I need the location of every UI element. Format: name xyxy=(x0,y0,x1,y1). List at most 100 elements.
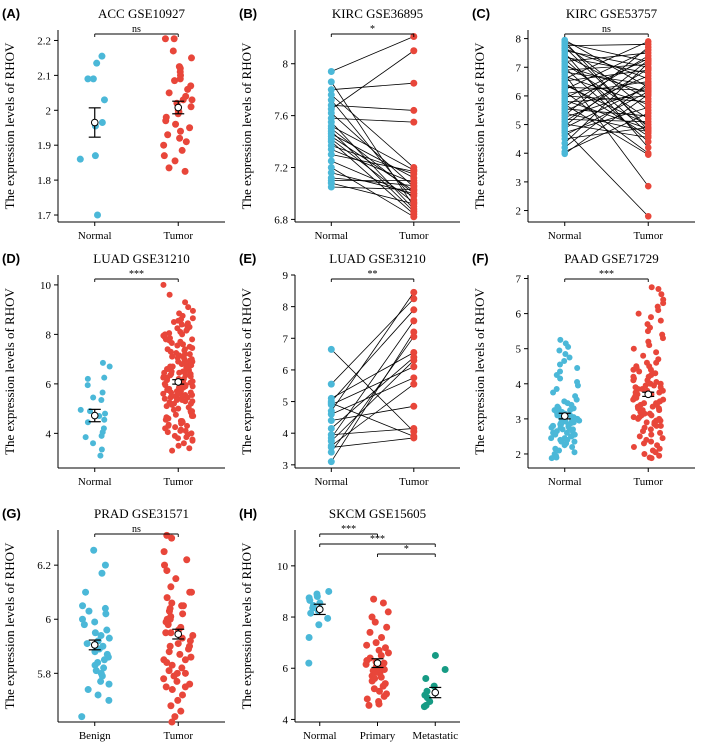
data-point-tumor xyxy=(640,440,647,447)
paired-line xyxy=(331,172,414,194)
data-point-tumor xyxy=(655,286,662,293)
data-point-primary xyxy=(371,618,379,626)
paired-line xyxy=(331,138,415,203)
data-point-tumor xyxy=(160,548,168,556)
data-point-tumor xyxy=(187,400,194,407)
data-point-tumor xyxy=(174,696,182,704)
data-point-tumor xyxy=(633,364,640,371)
data-point-tumor xyxy=(182,299,189,306)
data-point-normal xyxy=(552,431,559,438)
data-point-tumor xyxy=(163,567,171,575)
data-point-tumor xyxy=(639,407,646,414)
panel-letter: (D) xyxy=(2,251,20,266)
paired-line xyxy=(564,119,649,123)
data-point-tumor xyxy=(186,637,194,645)
data-point-primary xyxy=(366,628,374,636)
data-point-tumor xyxy=(173,677,181,685)
data-point-tumor xyxy=(643,419,650,426)
y-tick-label: 5 xyxy=(516,344,522,356)
paired-line xyxy=(330,81,415,207)
paired-line xyxy=(331,366,414,406)
data-point-normal xyxy=(327,424,335,432)
data-point-tumor xyxy=(410,186,418,194)
data-point-tumor xyxy=(176,75,184,83)
data-point-tumor xyxy=(656,389,663,396)
x-tick-label: Primary xyxy=(360,730,396,742)
data-point-tumor xyxy=(176,650,184,658)
data-point-tumor xyxy=(178,664,186,672)
x-tick-label: Metastatic xyxy=(412,730,458,742)
data-point-tumor xyxy=(630,375,637,382)
data-point-tumor xyxy=(643,359,650,366)
data-point-tumor xyxy=(170,406,177,413)
data-point-tumor xyxy=(160,675,168,683)
data-point-tumor xyxy=(161,395,168,402)
data-point-primary xyxy=(379,682,387,690)
y-tick-label: 3 xyxy=(283,460,289,472)
data-point-tumor xyxy=(171,157,179,165)
data-point-tumor xyxy=(640,352,647,359)
data-point-tumor xyxy=(174,640,182,648)
data-point-normal xyxy=(557,336,564,343)
y-tick-label: 6.8 xyxy=(274,214,288,226)
data-point-normal xyxy=(97,452,104,459)
data-point-normal xyxy=(573,396,580,403)
data-point-benign xyxy=(102,610,110,618)
data-point-tumor xyxy=(183,327,190,334)
data-point-normal xyxy=(327,401,335,409)
data-point-normal xyxy=(574,364,581,371)
x-tick-label: Normal xyxy=(548,230,582,242)
panel-letter: (A) xyxy=(2,6,20,21)
data-point-primary xyxy=(384,649,392,657)
data-point-tumor xyxy=(410,288,418,296)
mean-marker xyxy=(373,659,382,667)
y-axis-label: The expression levels of RHOV xyxy=(239,42,254,209)
data-point-tumor xyxy=(646,342,653,349)
data-point-tumor xyxy=(189,383,196,390)
data-point-benign xyxy=(90,546,98,554)
data-point-normal xyxy=(570,419,577,426)
data-point-normal xyxy=(99,359,106,366)
y-tick-label: 4 xyxy=(283,428,289,440)
data-point-tumor xyxy=(181,683,189,691)
data-point-tumor xyxy=(653,400,660,407)
data-point-tumor xyxy=(410,118,418,126)
x-tick-label: Normal xyxy=(314,476,348,488)
data-point-tumor xyxy=(179,331,186,338)
paired-line xyxy=(331,377,414,415)
paired-line xyxy=(564,52,649,62)
panel-c: (C) KIRC GSE53757 The expression levels of… xyxy=(472,6,695,242)
data-point-tumor xyxy=(162,683,170,691)
data-point-tumor xyxy=(163,403,170,410)
y-tick-label: 4 xyxy=(516,148,522,160)
data-point-normal xyxy=(567,412,574,419)
data-point-tumor xyxy=(630,396,637,403)
paired-line xyxy=(331,104,414,111)
data-point-normal xyxy=(90,440,97,447)
data-point-tumor xyxy=(647,314,654,321)
data-point-primary xyxy=(363,641,371,649)
y-tick-label: 7.6 xyxy=(274,111,288,123)
x-tick-label: Tumor xyxy=(633,230,663,242)
data-point-tumor xyxy=(410,434,418,442)
mean-marker xyxy=(315,605,324,614)
paired-line xyxy=(331,352,414,399)
data-point-normal xyxy=(327,183,335,191)
significance-label: * xyxy=(370,24,375,35)
data-point-tumor xyxy=(189,307,196,314)
data-point-primary xyxy=(372,639,380,647)
data-point-tumor xyxy=(648,431,655,438)
paired-line xyxy=(564,52,649,148)
data-point-normal xyxy=(101,416,108,423)
x-tick-label: Benign xyxy=(79,730,111,742)
y-tick-label: 2.2 xyxy=(37,35,51,47)
x-tick-label: Tumor xyxy=(399,476,429,488)
data-point-normal xyxy=(327,169,335,177)
data-point-primary xyxy=(384,608,392,616)
panel-g: (G) PRAD GSE31571 The expression levels of… xyxy=(2,506,225,742)
data-point-normal xyxy=(84,382,91,389)
paired-line xyxy=(331,167,415,218)
paired-line xyxy=(564,95,649,103)
data-point-normal xyxy=(565,343,572,350)
